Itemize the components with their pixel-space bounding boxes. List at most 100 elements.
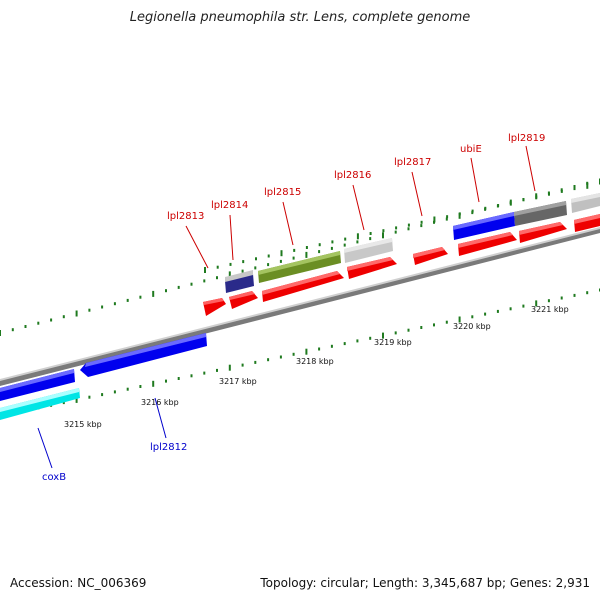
inner-row-tick (190, 374, 193, 378)
middle-row-tick (267, 263, 270, 267)
scale-label-3220: 3220 kbp (453, 322, 491, 331)
inner-row-tick (88, 395, 91, 399)
inner-row-tick (113, 390, 116, 394)
map-title: Legionella pneumophila str. Lens, comple… (129, 10, 471, 25)
middle-row-tick (509, 201, 512, 205)
inner-row-tick (471, 315, 474, 319)
scale-label-3219: 3219 kbp (374, 338, 412, 347)
middle-row-tick (292, 256, 295, 260)
inner-row-tick (126, 387, 129, 391)
middle-row-tick (586, 181, 589, 185)
middle-row-tick (75, 310, 78, 317)
outer-row-tick (204, 267, 206, 273)
inner-row-tick (586, 291, 589, 295)
scale-label-3217: 3217 kbp (219, 377, 257, 386)
inner-row-tick (267, 358, 270, 362)
label-lpl2812: lpl2812 (150, 442, 187, 453)
inner-row-tick (420, 326, 423, 329)
genome-summary-text: Topology: circular; Length: 3,345,687 bp… (260, 576, 590, 590)
outer-row-tick (573, 187, 576, 191)
inner-row-tick (458, 316, 461, 323)
outer-row-tick (560, 189, 563, 193)
outer-row-tick (229, 262, 232, 266)
callout-lpl2812 (154, 397, 167, 439)
outer-row-tick (305, 246, 308, 249)
feature-gray-2-top (571, 193, 600, 203)
middle-row-tick (11, 328, 14, 332)
feature-lpl2815-top (262, 271, 340, 295)
inner-row-tick (62, 401, 65, 405)
feature-lpl2815[interactable] (262, 271, 344, 302)
outer-row-tick (407, 223, 410, 227)
callout-lpl2819 (525, 145, 536, 192)
label-lpl2819: lpl2819 (508, 133, 545, 144)
feature-ubiE-blue-top (453, 212, 514, 230)
feature-lpl2813-top (203, 298, 224, 305)
inner-row-tick (216, 368, 218, 372)
gene-labels: lpl2813 lpl2814 lpl2815 lpl2816 lpl2817 … (42, 133, 545, 483)
callout-coxB (37, 427, 53, 469)
middle-row-tick (37, 321, 40, 325)
feature-lpl2814-mini[interactable] (225, 274, 254, 293)
inner-row-tick (228, 364, 231, 371)
feature-coxB-top (0, 388, 79, 412)
feature-gray-dark-top (514, 201, 566, 216)
reverse-features (0, 333, 207, 420)
outer-row-tick (255, 257, 257, 261)
outer-row-tick (369, 232, 372, 235)
inner-row-tick (547, 299, 550, 303)
feature-gray-1-top (344, 238, 392, 253)
scale-labels: 3215 kbp 3216 kbp 3217 kbp 3218 kbp 3219… (64, 305, 569, 429)
middle-row-tick (279, 259, 282, 263)
feature-lpl2816[interactable] (347, 257, 397, 279)
callout-lpl2815 (282, 201, 294, 246)
middle-row-tick (24, 325, 27, 328)
middle-row-tick (496, 204, 499, 208)
inner-row-tick (382, 332, 384, 339)
outer-row-tick (382, 229, 385, 233)
inner-row-tick (330, 344, 333, 348)
feature-ubiE[interactable] (458, 232, 517, 256)
inner-row-tick (292, 352, 295, 356)
outer-row-tick (242, 260, 245, 264)
callout-lpl2813 (185, 225, 209, 269)
outer-row-tick (395, 226, 398, 230)
middle-row-tick (560, 188, 563, 192)
inner-row-tick (343, 342, 346, 346)
inner-row-tick (318, 347, 321, 351)
middle-row-tick (522, 198, 525, 201)
inner-row-tick (496, 309, 499, 313)
middle-tick-row (0, 178, 600, 336)
outer-row-tick (293, 248, 296, 252)
inner-row-tick (445, 320, 448, 324)
outer-row-tick (586, 182, 589, 189)
outer-row-tick (446, 215, 449, 219)
inner-row-tick (356, 339, 359, 343)
feature-lpl2817[interactable] (413, 247, 448, 265)
middle-row-tick (152, 290, 155, 297)
outer-row-tick (267, 254, 270, 258)
scale-label-3221: 3221 kbp (531, 305, 569, 314)
label-lpl2813: lpl2813 (167, 211, 204, 222)
middle-row-tick (394, 230, 397, 234)
scale-label-3218: 3218 kbp (296, 357, 334, 366)
middle-row-tick (0, 330, 1, 336)
accession-text: Accession: NC_006369 (10, 576, 147, 590)
feature-lpl2819[interactable] (519, 222, 567, 243)
inner-row-tick (152, 380, 155, 387)
callout-lpl2814 (229, 214, 234, 261)
middle-row-tick (190, 282, 193, 286)
middle-row-tick (88, 308, 91, 312)
middle-row-tick (101, 305, 104, 309)
label-ubiE: ubiE (460, 144, 482, 155)
feature-blue-left-top (0, 369, 74, 392)
middle-row-tick (573, 185, 576, 188)
middle-row-tick (343, 243, 346, 247)
callout-lines (37, 145, 536, 469)
outer-row-tick (433, 216, 436, 223)
feature-lpl2819-top (519, 222, 563, 235)
middle-row-tick (458, 212, 461, 219)
middle-row-tick (62, 315, 65, 319)
inner-row-tick (254, 360, 257, 364)
